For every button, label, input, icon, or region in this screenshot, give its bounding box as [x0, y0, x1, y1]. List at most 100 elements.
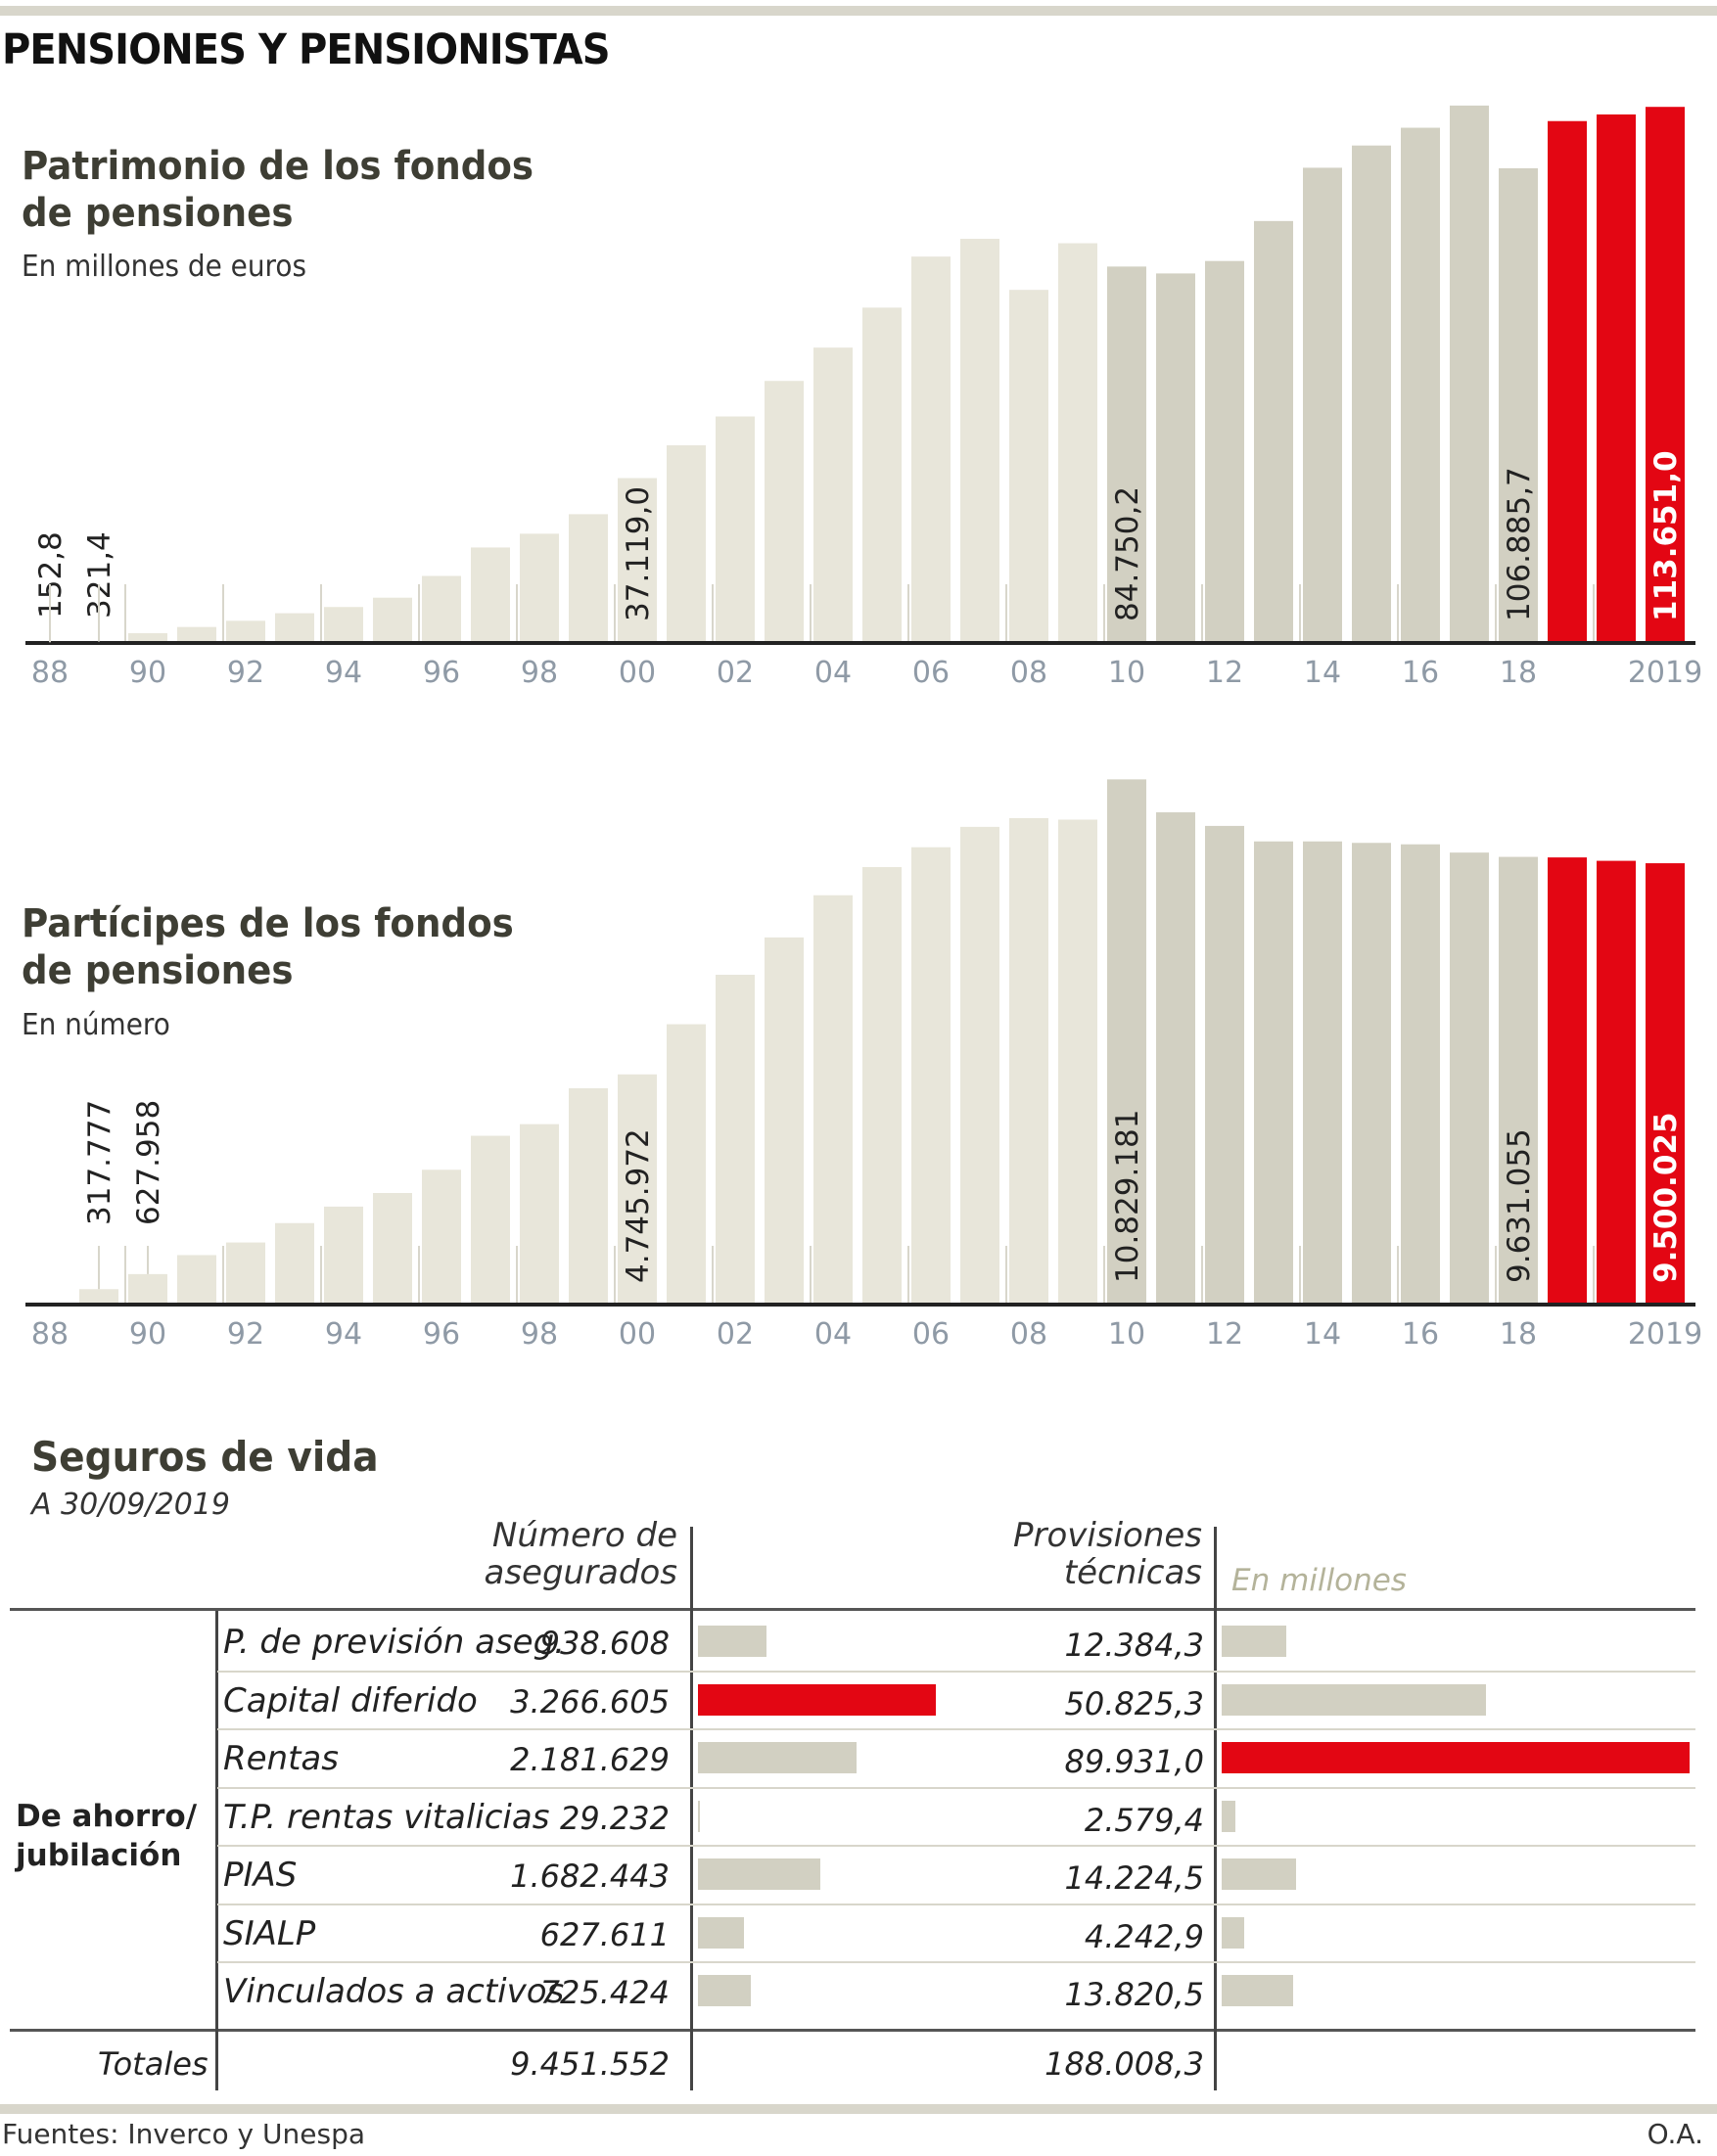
tick-label: 12: [1206, 1317, 1243, 1352]
bar-2019: [1548, 120, 1587, 643]
patrimonio-chart: 88 90 92 94 96 98 00 02 04 06 08 10 12 14 16 18 2019152,…: [25, 105, 1702, 690]
row-asegurados: 1.682.443: [510, 1858, 670, 1895]
row-asegurados: 2.181.629: [510, 1741, 670, 1778]
provisiones-bar: [1222, 1800, 1235, 1832]
row-asegurados: 938.608: [539, 1625, 670, 1662]
tick-label: 90: [129, 1317, 166, 1352]
tick-label: 14: [1304, 1317, 1341, 1352]
row-asegurados: 627.611: [539, 1915, 670, 1953]
bar-2016: [1401, 127, 1440, 644]
asegurados-bar: [698, 1626, 766, 1657]
bar-2006: [911, 847, 951, 1305]
chart2-title: Partícipes de los fondos de pensiones: [22, 900, 514, 994]
bar-1993: [275, 1222, 314, 1305]
chart1-title-line2: de pensiones: [22, 191, 294, 236]
header-asegurados: Número de asegurados: [484, 1517, 677, 1591]
bar-2007: [960, 826, 999, 1305]
table-vline-group: [215, 1611, 218, 2090]
bar-2002: [716, 975, 755, 1305]
tick-label: 14: [1304, 656, 1341, 690]
group-label: De ahorro/ jubilación: [16, 1797, 197, 1875]
bar-2008: [1009, 817, 1048, 1305]
top-rule: [0, 6, 1717, 16]
bar-1995: [373, 597, 412, 643]
header-asegurados-line1: Número de: [491, 1516, 677, 1555]
value-label-2000: 4.745.972: [621, 1128, 656, 1283]
provisiones-bar: [1222, 1683, 1487, 1716]
bar-2001: [667, 1024, 706, 1305]
bar-2009: [1058, 243, 1097, 644]
row-label: Capital diferido: [223, 1680, 478, 1720]
bar-2018: [1499, 856, 1538, 1305]
tick-label: 16: [1402, 1317, 1439, 1352]
value-label-1989: 317.777: [82, 1100, 117, 1225]
bar-1995: [373, 1193, 412, 1305]
value-label-2018: 9.631.055: [1502, 1128, 1537, 1283]
bar-2004: [813, 895, 853, 1305]
tick-label: 94: [325, 656, 362, 690]
asegurados-bar: [698, 1975, 751, 2006]
row-provisiones: 89.931,0: [1064, 1743, 1205, 1780]
totals-label: Totales: [98, 2045, 209, 2083]
value-label-2021: 113.651,0: [1648, 450, 1684, 621]
bar-2004: [813, 347, 853, 643]
row-label: SIALP: [223, 1913, 316, 1953]
header-asegurados-line2: asegurados: [484, 1553, 677, 1592]
table-top-rule: [10, 1608, 1695, 1611]
row-provisiones: 50.825,3: [1064, 1684, 1205, 1722]
chart1-subtitle: En millones de euros: [22, 250, 306, 284]
tick-label: 96: [423, 656, 460, 690]
header-provisiones-line1: Provisiones: [1013, 1516, 1202, 1555]
bar-2020: [1597, 114, 1636, 643]
bar-2021: [1646, 863, 1685, 1305]
bar-1990: [128, 1273, 167, 1305]
totals-provisiones: 188.008,3: [1044, 2045, 1204, 2083]
tick-label: 92: [227, 656, 264, 690]
asegurados-bar: [698, 1742, 858, 1773]
row-provisiones: 2.579,4: [1084, 1801, 1204, 1839]
bar-2018: [1499, 167, 1538, 643]
bar-2016: [1401, 844, 1440, 1305]
bar-1992: [226, 1242, 265, 1305]
footer-source: Fuentes: Inverco y Unespa: [2, 2118, 365, 2150]
row-provisiones: 14.224,5: [1064, 1859, 1205, 1897]
tick-label: 88: [31, 1317, 69, 1352]
row-separator: [217, 1670, 1695, 1673]
bar-1997: [471, 1135, 510, 1305]
table-vline-asegurados: [690, 1527, 693, 2090]
tick-label: 2019: [1628, 1317, 1702, 1352]
seguros-title: Seguros de vida: [31, 1433, 379, 1481]
row-label: P. de previsión aseg.: [223, 1623, 565, 1662]
bar-1999: [569, 514, 608, 643]
provisiones-bar: [1222, 1858, 1296, 1890]
bar-1996: [422, 575, 461, 643]
provisiones-bar: [1222, 1975, 1294, 2006]
bar-2005: [862, 867, 902, 1305]
tick-label: 06: [912, 656, 950, 690]
tick-label: 90: [129, 656, 166, 690]
footer-author: O.A.: [1647, 2118, 1703, 2150]
tick-label: 96: [423, 1317, 460, 1352]
bar-2017: [1450, 105, 1489, 644]
row-separator: [217, 1728, 1695, 1730]
tick-label: 04: [814, 656, 852, 690]
bar-1997: [471, 547, 510, 643]
bar-2011: [1156, 273, 1195, 643]
tick-label: 88: [31, 656, 69, 690]
participes-chart: 88 90 92 94 96 98 00 02 04 06 08 10 12 14 16 18 2019 317.…: [25, 779, 1702, 1352]
tick-label: 92: [227, 1317, 264, 1352]
tick-label: 98: [521, 1317, 558, 1352]
row-label: Rentas: [223, 1739, 339, 1778]
bar-2010: [1107, 266, 1146, 643]
row-label: PIAS: [223, 1856, 298, 1895]
header-provisiones: Provisiones técnicas: [1013, 1517, 1202, 1591]
value-label-2010: 84.750,2: [1110, 486, 1145, 621]
row-asegurados: 3.266.605: [510, 1682, 670, 1720]
bar-2013: [1254, 220, 1293, 643]
main-title: PENSIONES Y PENSIONISTAS: [2, 25, 611, 74]
row-provisiones: 12.384,3: [1064, 1627, 1205, 1664]
row-label: T.P. rentas vitalicias: [223, 1797, 550, 1837]
value-label-1990: 627.958: [131, 1100, 166, 1225]
bar-2017: [1450, 852, 1489, 1305]
tick-label: 08: [1010, 1317, 1047, 1352]
